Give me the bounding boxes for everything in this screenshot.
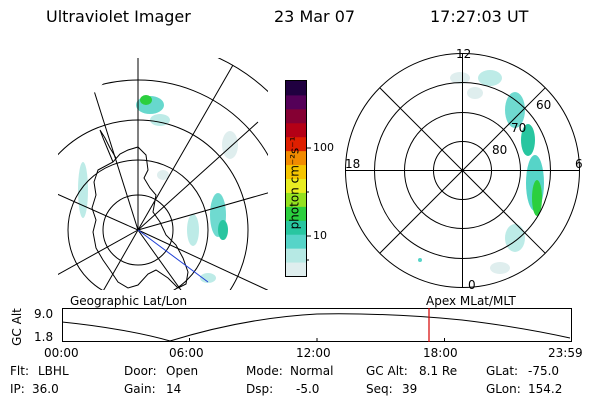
colorbar-tick-100: 100 xyxy=(313,141,334,154)
altitude-tick-high: 9.0 xyxy=(34,307,54,321)
color-scale-ticks xyxy=(306,147,311,261)
filter-label: Flt: xyxy=(10,364,29,378)
mlt-label-0: 0 xyxy=(468,278,476,292)
ip-value: 36.0 xyxy=(32,382,59,396)
color-scale-band xyxy=(286,94,306,110)
mlt-label-12: 12 xyxy=(456,47,472,61)
color-scale-bar xyxy=(285,80,307,277)
polar-mlat-mlt-plot xyxy=(345,53,580,288)
peninsula xyxy=(99,129,117,163)
color-scale-band xyxy=(286,206,306,221)
time-tick-2359: 23:59 xyxy=(548,346,583,360)
glat-value: -75.0 xyxy=(528,364,560,378)
dsp-value: -5.0 xyxy=(296,382,320,396)
mlt-label-18: 18 xyxy=(345,157,361,171)
color-scale-gradient xyxy=(286,81,306,277)
auroral-oval-emission xyxy=(418,70,544,274)
glon-value: 154.2 xyxy=(528,382,563,396)
glon-label: GLon: xyxy=(486,382,521,396)
altitude-x-ticks xyxy=(189,338,445,342)
altitude-axis-label: GC Alt xyxy=(9,308,24,346)
magnetic-panel-label: Apex MLat/MLT xyxy=(426,294,516,308)
color-scale-band xyxy=(286,108,306,124)
terminator-line xyxy=(137,229,209,283)
gain-label: Gain: xyxy=(124,382,156,396)
date-label: 23 Mar 07 xyxy=(274,7,356,26)
altitude-curve xyxy=(62,313,571,342)
color-scale-band xyxy=(286,220,306,235)
dsp-label: Dsp: xyxy=(246,382,274,396)
color-scale-band xyxy=(286,178,306,193)
gain-value: 14 xyxy=(166,382,182,396)
color-scale-band xyxy=(286,150,306,166)
gcalt-label: GC Alt: xyxy=(366,364,408,378)
mode-value: Normal xyxy=(290,364,334,378)
filter-value: LBHL xyxy=(38,364,69,378)
color-scale-band xyxy=(286,136,306,152)
seq-label: Seq: xyxy=(366,382,393,396)
color-scale-band xyxy=(286,122,306,138)
mlat-label-60: 60 xyxy=(536,98,552,112)
color-scale-band xyxy=(286,164,306,179)
mlat-label-70: 70 xyxy=(511,121,527,135)
door-label: Door: xyxy=(124,364,157,378)
mlat-label-80: 80 xyxy=(492,143,508,157)
time-label: 17:27:03 UT xyxy=(430,7,529,26)
time-tick-1800: 18:00 xyxy=(423,346,458,360)
mode-label: Mode: xyxy=(246,364,283,378)
time-tick-0600: 06:00 xyxy=(169,346,204,360)
glat-label: GLat: xyxy=(486,364,519,378)
time-tick-0000: 00:00 xyxy=(44,346,79,360)
geographic-panel-label: Geographic Lat/Lon xyxy=(70,294,188,308)
instrument-title: Ultraviolet Imager xyxy=(46,7,191,26)
mlt-label-6: 6 xyxy=(575,157,583,171)
door-value: Open xyxy=(166,364,199,378)
color-scale-band xyxy=(286,192,306,207)
time-tick-1200: 12:00 xyxy=(296,346,331,360)
altitude-tick-low: 1.8 xyxy=(34,330,54,344)
colorbar-unit-label: photon cm⁻²s⁻¹ xyxy=(287,136,302,230)
altitude-plot xyxy=(62,308,572,342)
color-scale-band xyxy=(286,234,306,249)
mlt-spokes xyxy=(345,53,580,288)
gcalt-value: 8.1 Re xyxy=(419,364,458,378)
color-scale-band xyxy=(286,262,306,277)
coastline xyxy=(91,146,189,289)
seq-value: 39 xyxy=(402,382,418,396)
ip-label: IP: xyxy=(10,382,25,396)
color-scale-band xyxy=(286,81,306,96)
geographic-map xyxy=(58,58,268,290)
colorbar-tick-10: 10 xyxy=(313,229,327,242)
color-scale-band xyxy=(286,248,306,263)
auroral-emission-left xyxy=(78,95,238,283)
